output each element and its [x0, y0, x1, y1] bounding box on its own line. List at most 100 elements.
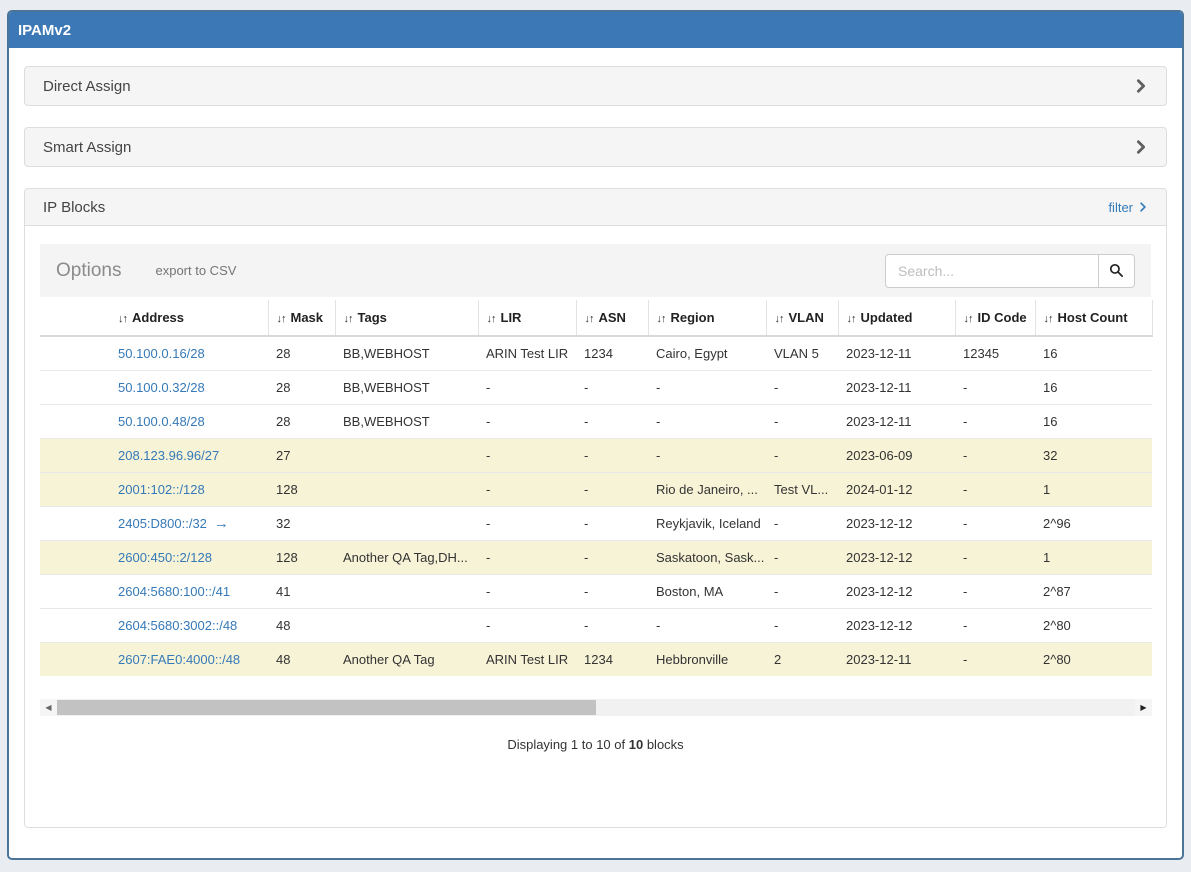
cell-region: -: [648, 404, 766, 438]
column-header-lir[interactable]: ↓↑LIR: [478, 300, 576, 336]
cell-updated: 2023-12-12: [838, 608, 955, 642]
cell-tags: Another QA Tag: [335, 642, 478, 676]
cell-address: 2600:450::2/128: [40, 540, 268, 574]
cell-id-code: -: [955, 370, 1035, 404]
cell-asn: -: [576, 506, 648, 540]
cell-address: 2607:FAE0:4000::/48: [40, 642, 268, 676]
ip-blocks-panel: IP Blocks filter Options export to CSV: [24, 188, 1167, 828]
address-link[interactable]: 2607:FAE0:4000::/48: [118, 652, 240, 667]
column-label: Region: [671, 310, 715, 325]
smart-assign-panel[interactable]: Smart Assign: [24, 127, 1167, 167]
cell-vlan: -: [766, 438, 838, 472]
cell-host-count: 1: [1035, 540, 1152, 574]
forward-arrow-icon[interactable]: →: [214, 515, 229, 532]
column-header-id-code[interactable]: ↓↑ID Code: [955, 300, 1035, 336]
cell-host-count: 2^80: [1035, 642, 1152, 676]
cell-asn: -: [576, 540, 648, 574]
cell-mask: 128: [268, 472, 335, 506]
address-link[interactable]: 2405:D800::/32: [118, 516, 207, 531]
cell-host-count: 2^80: [1035, 608, 1152, 642]
cell-tags: Another QA Tag,DH...: [335, 540, 478, 574]
cell-tags: [335, 574, 478, 608]
search-group: [885, 254, 1135, 288]
sort-icon: ↓↑: [847, 313, 856, 325]
cell-region: -: [648, 438, 766, 472]
table-header-row: ↓↑Address↓↑Mask↓↑Tags↓↑LIR↓↑ASN↓↑Region↓…: [40, 300, 1152, 336]
cell-vlan: Test VL...: [766, 472, 838, 506]
sort-icon: ↓↑: [1044, 313, 1053, 325]
summary-total: 10: [629, 737, 643, 752]
page-background: IPAMv2 Direct Assign Smart Assign IP Blo…: [0, 0, 1191, 872]
cell-lir: -: [478, 370, 576, 404]
scrollbar-track[interactable]: [57, 699, 1135, 716]
address-link[interactable]: 50.100.0.16/28: [118, 346, 205, 361]
cell-tags: [335, 472, 478, 506]
cell-region: Saskatoon, Sask...: [648, 540, 766, 574]
cell-host-count: 16: [1035, 404, 1152, 438]
cell-mask: 48: [268, 608, 335, 642]
cell-address: 2001:102::/128: [40, 472, 268, 506]
cell-id-code: -: [955, 438, 1035, 472]
ip-blocks-table: ↓↑Address↓↑Mask↓↑Tags↓↑LIR↓↑ASN↓↑Region↓…: [40, 300, 1153, 676]
address-link[interactable]: 50.100.0.48/28: [118, 414, 205, 429]
column-header-address[interactable]: ↓↑Address: [40, 300, 268, 336]
cell-lir: -: [478, 506, 576, 540]
pagination-summary: Displaying 1 to 10 of 10 blocks: [40, 737, 1151, 752]
scrollbar-thumb[interactable]: [57, 700, 596, 715]
cell-mask: 128: [268, 540, 335, 574]
address-link[interactable]: 50.100.0.32/28: [118, 380, 205, 395]
horizontal-scrollbar[interactable]: ◀ ▶: [40, 699, 1152, 716]
column-header-host-count[interactable]: ↓↑Host Count: [1035, 300, 1152, 336]
cell-lir: ARIN Test LIR: [478, 336, 576, 370]
address-link[interactable]: 2604:5680:3002::/48: [118, 618, 237, 633]
export-csv-link[interactable]: export to CSV: [155, 263, 236, 278]
cell-updated: 2023-06-09: [838, 438, 955, 472]
cell-region: Hebbronville: [648, 642, 766, 676]
cell-address: 50.100.0.48/28: [40, 404, 268, 438]
ip-blocks-label: IP Blocks: [43, 199, 105, 216]
sort-icon: ↓↑: [775, 313, 784, 325]
column-label: ID Code: [978, 310, 1027, 325]
filter-link[interactable]: filter: [1108, 200, 1148, 215]
column-header-mask[interactable]: ↓↑Mask: [268, 300, 335, 336]
cell-address: 2604:5680:100::/41: [40, 574, 268, 608]
cell-vlan: -: [766, 608, 838, 642]
direct-assign-panel[interactable]: Direct Assign: [24, 66, 1167, 106]
address-link[interactable]: 2001:102::/128: [118, 482, 205, 497]
cell-host-count: 1: [1035, 472, 1152, 506]
cell-updated: 2023-12-11: [838, 404, 955, 438]
scroll-right-arrow[interactable]: ▶: [1135, 699, 1152, 716]
cell-tags: BB,WEBHOST: [335, 336, 478, 370]
address-link[interactable]: 2604:5680:100::/41: [118, 584, 230, 599]
sort-icon: ↓↑: [277, 313, 286, 325]
column-header-asn[interactable]: ↓↑ASN: [576, 300, 648, 336]
column-header-vlan[interactable]: ↓↑VLAN: [766, 300, 838, 336]
column-header-region[interactable]: ↓↑Region: [648, 300, 766, 336]
cell-lir: -: [478, 574, 576, 608]
cell-region: -: [648, 370, 766, 404]
cell-asn: -: [576, 574, 648, 608]
sort-icon: ↓↑: [487, 313, 496, 325]
address-link[interactable]: 208.123.96.96/27: [118, 448, 219, 463]
chevron-right-icon: [1138, 202, 1148, 212]
column-header-updated[interactable]: ↓↑Updated: [838, 300, 955, 336]
cell-address: 208.123.96.96/27: [40, 438, 268, 472]
cell-host-count: 32: [1035, 438, 1152, 472]
scroll-left-arrow[interactable]: ◀: [40, 699, 57, 716]
cell-vlan: -: [766, 404, 838, 438]
table-row: 208.123.96.96/2727----2023-06-09-32: [40, 438, 1152, 472]
cell-updated: 2023-12-12: [838, 506, 955, 540]
cell-host-count: 2^87: [1035, 574, 1152, 608]
search-input[interactable]: [885, 254, 1099, 288]
column-header-tags[interactable]: ↓↑Tags: [335, 300, 478, 336]
cell-vlan: -: [766, 574, 838, 608]
cell-id-code: -: [955, 472, 1035, 506]
cell-mask: 48: [268, 642, 335, 676]
cell-asn: 1234: [576, 642, 648, 676]
cell-vlan: -: [766, 506, 838, 540]
address-link[interactable]: 2600:450::2/128: [118, 550, 212, 565]
cell-mask: 41: [268, 574, 335, 608]
cell-id-code: -: [955, 540, 1035, 574]
app-body: Direct Assign Smart Assign IP Blocks fil…: [9, 48, 1182, 828]
search-button[interactable]: [1098, 254, 1135, 288]
